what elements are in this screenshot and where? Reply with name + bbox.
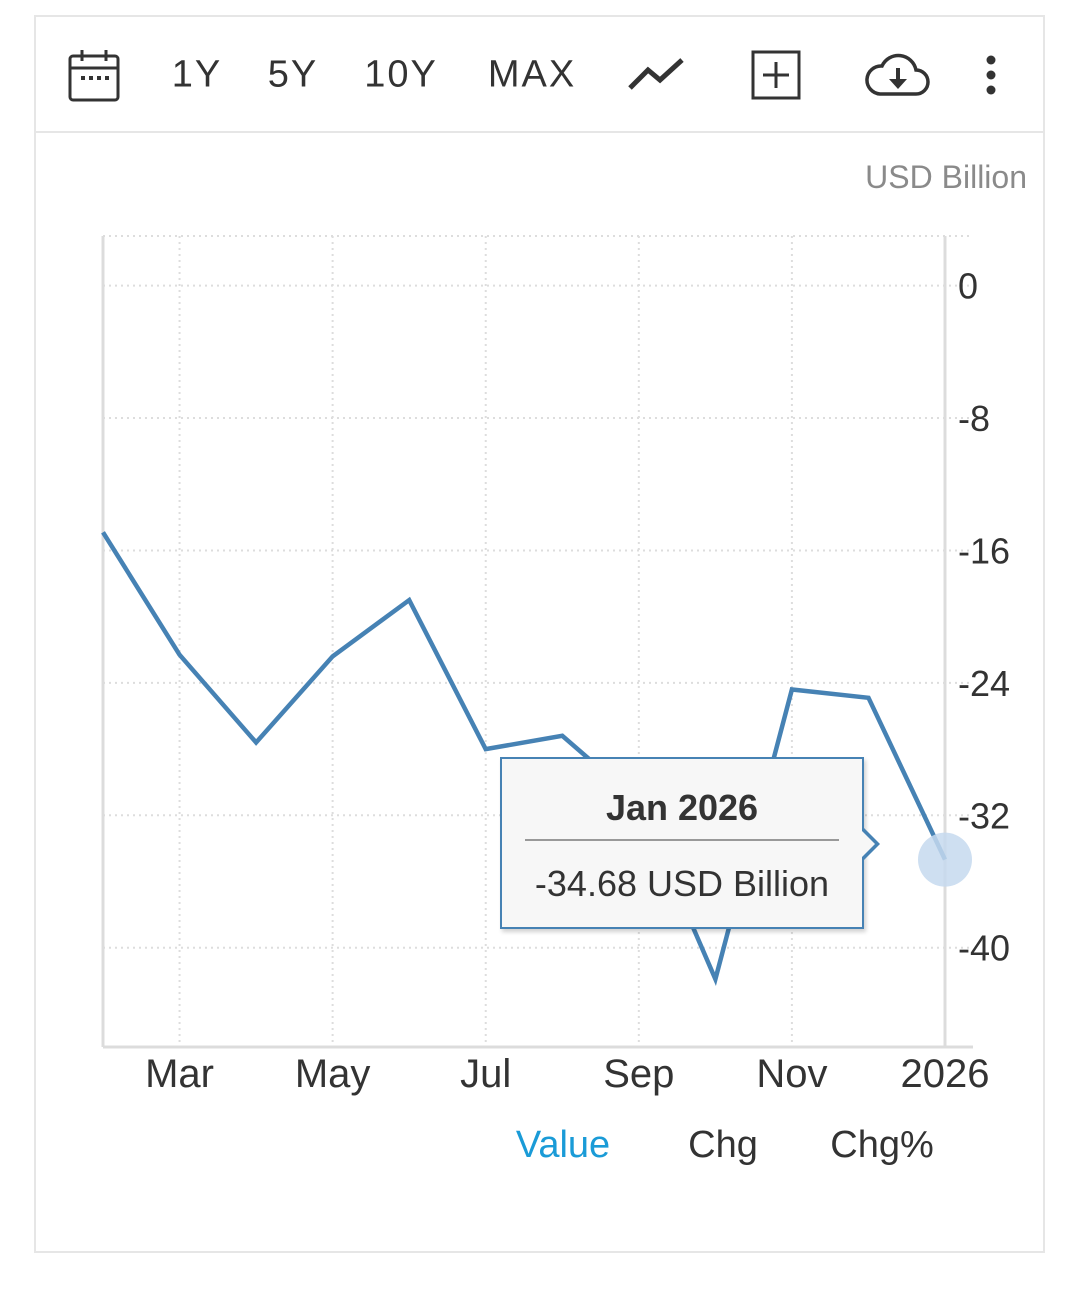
chart-axes: [101, 236, 973, 1049]
tooltip: Jan 2026 -34.68 USD Billion: [500, 757, 864, 929]
calendar-icon[interactable]: [68, 48, 120, 102]
tooltip-pointer-fill: [860, 829, 875, 859]
toolbar: 1Y 5Y 10Y MAX: [36, 17, 1043, 133]
x-tick-label: Sep: [603, 1052, 674, 1096]
more-vertical-icon[interactable]: [984, 55, 998, 95]
unit-label: USD Billion: [865, 159, 1027, 195]
x-tick-label: 2026: [901, 1052, 990, 1096]
chart-ticks: 0 -8 -16 -24 -32 -40 Mar May Jul Sep Nov 2026: [145, 266, 1010, 1096]
tab-chg-percent[interactable]: Chg%: [830, 1124, 934, 1166]
x-tick-label: May: [295, 1052, 371, 1096]
x-tick-label: Mar: [145, 1052, 214, 1096]
x-tick-label: Nov: [756, 1052, 827, 1096]
plus-box-icon[interactable]: [751, 50, 801, 100]
y-tick-label: -16: [958, 530, 1010, 571]
tooltip-divider: [525, 839, 839, 841]
tooltip-title: Jan 2026: [605, 787, 759, 828]
y-tick-label: -32: [958, 795, 1010, 836]
cloud-download-icon[interactable]: [864, 52, 930, 98]
line-chart-icon[interactable]: [628, 58, 684, 92]
range-5y-button[interactable]: 5Y: [267, 53, 319, 96]
y-tick-label: -24: [958, 663, 1010, 704]
tab-value[interactable]: Value: [515, 1124, 611, 1166]
y-tick-label: -8: [958, 398, 990, 439]
y-tick-label: 0: [958, 266, 978, 307]
chart-series: [101, 531, 972, 986]
series-line: [101, 531, 948, 986]
x-tick-label: Jul: [460, 1052, 511, 1096]
chart-grid: [103, 235, 973, 1047]
tooltip-value: -34.68 USD Billion: [534, 863, 830, 904]
range-10y-button[interactable]: 10Y: [364, 53, 438, 96]
highlight-marker: [918, 832, 972, 887]
range-max-button[interactable]: MAX: [487, 53, 577, 96]
tab-chg[interactable]: Chg: [688, 1124, 758, 1166]
y-tick-label: -40: [958, 928, 1010, 969]
range-1y-button[interactable]: 1Y: [171, 53, 223, 96]
